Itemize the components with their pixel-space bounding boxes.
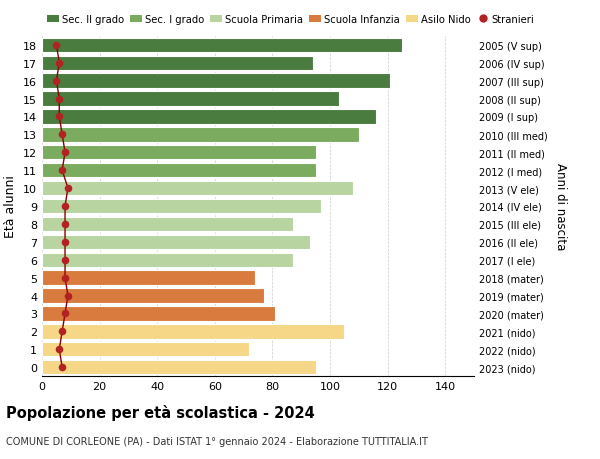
Legend: Sec. II grado, Sec. I grado, Scuola Primaria, Scuola Infanzia, Asilo Nido, Stran: Sec. II grado, Sec. I grado, Scuola Prim… <box>47 15 535 25</box>
Bar <box>42 39 402 53</box>
Point <box>52 42 61 49</box>
Point <box>63 292 73 300</box>
Point <box>58 328 67 336</box>
Point <box>58 131 67 139</box>
Bar <box>42 164 316 178</box>
Bar <box>42 74 391 89</box>
Bar <box>42 128 359 142</box>
Bar <box>42 146 316 160</box>
Point <box>55 95 64 103</box>
Text: COMUNE DI CORLEONE (PA) - Dati ISTAT 1° gennaio 2024 - Elaborazione TUTTITALIA.I: COMUNE DI CORLEONE (PA) - Dati ISTAT 1° … <box>6 436 428 446</box>
Point <box>58 364 67 371</box>
Y-axis label: Anni di nascita: Anni di nascita <box>554 163 567 250</box>
Bar <box>42 289 264 303</box>
Point <box>60 221 70 228</box>
Bar <box>42 271 255 285</box>
Point <box>63 185 73 192</box>
Bar <box>42 56 313 71</box>
Point <box>55 113 64 121</box>
Bar <box>42 110 376 124</box>
Bar <box>42 360 316 375</box>
Text: Popolazione per età scolastica - 2024: Popolazione per età scolastica - 2024 <box>6 404 315 420</box>
Point <box>60 257 70 264</box>
Point <box>55 346 64 353</box>
Bar <box>42 342 250 357</box>
Point <box>60 149 70 157</box>
Point <box>60 239 70 246</box>
Point <box>52 78 61 85</box>
Bar <box>42 307 275 321</box>
Bar <box>42 217 293 232</box>
Bar <box>42 253 293 267</box>
Bar <box>42 181 353 196</box>
Bar <box>42 325 344 339</box>
Point <box>58 167 67 174</box>
Bar <box>42 92 338 106</box>
Point <box>60 203 70 210</box>
Y-axis label: Età alunni: Età alunni <box>4 175 17 238</box>
Bar <box>42 235 310 249</box>
Point <box>60 274 70 282</box>
Bar <box>42 199 322 214</box>
Point <box>55 60 64 67</box>
Point <box>60 310 70 318</box>
